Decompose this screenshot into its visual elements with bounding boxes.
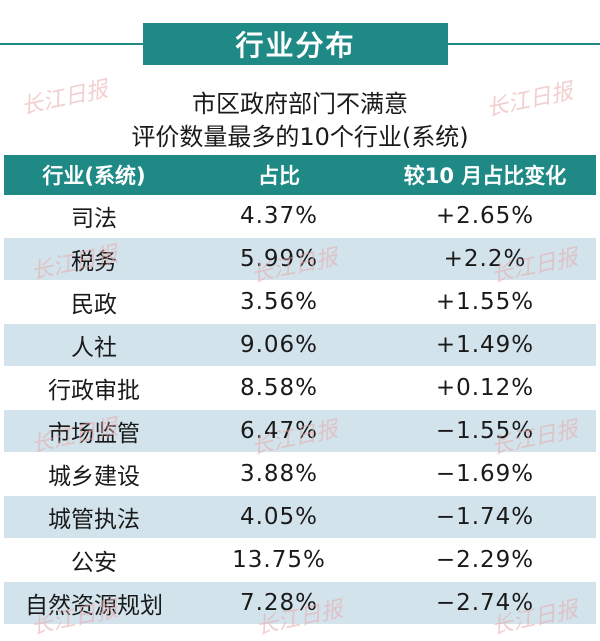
cell-industry: 自然资源规划 [25,593,163,619]
table-row: 民政 3.56% +1.55% [4,281,596,324]
cell-share: 7.28% [239,590,319,616]
cell-change: −1.74% [435,504,535,530]
cell-share: 6.47% [239,418,319,444]
table-row: 自然资源规划 7.28% −2.74% [4,582,596,625]
cell-change: −1.55% [435,418,535,444]
subtitle-line-2: 评价数量最多的10个行业(系统) [131,123,469,151]
cell-share: 8.58% [239,375,319,401]
cell-change: +2.2% [443,246,527,272]
cell-industry: 民政 [71,292,117,318]
table-row: 市场监管 6.47% −1.55% [4,410,596,453]
table-row: 税务 5.99% +2.2% [4,238,596,281]
header-change: 较10 月占比变化 [403,164,567,188]
table-row: 城乡建设 3.88% −1.69% [4,453,596,496]
cell-share: 4.37% [239,203,319,229]
subtitle-line-1: 市区政府部门不满意 [192,90,408,118]
cell-change: −2.74% [435,590,535,616]
cell-industry: 行政审批 [48,378,140,404]
cell-industry: 人社 [71,335,117,361]
cell-share: 13.75% [232,547,326,573]
header-share: 占比 [258,164,300,188]
table-row: 行政审批 8.58% +0.12% [4,367,596,410]
table-header: 行业(系统) 占比 较10 月占比变化 [4,155,596,195]
cell-share: 3.56% [239,289,319,315]
cell-industry: 市场监管 [48,421,140,447]
table-row: 城管执法 4.05% −1.74% [4,496,596,539]
cell-industry: 城乡建设 [48,464,140,490]
cell-change: −2.29% [435,547,535,573]
cell-industry: 公安 [71,550,117,576]
table-row: 司法 4.37% +2.65% [4,195,596,238]
industry-table: 行业(系统) 占比 较10 月占比变化 司法 4.37% +2.65% 税务 5… [4,155,596,625]
cell-industry: 税务 [71,249,117,275]
cell-change: +1.55% [435,289,535,315]
cell-share: 3.88% [239,461,319,487]
table-row: 人社 9.06% +1.49% [4,324,596,367]
cell-industry: 司法 [71,206,117,232]
cell-share: 4.05% [239,504,319,530]
section-banner: 行业分布 [143,23,448,65]
cell-change: −1.69% [435,461,535,487]
table-row: 公安 13.75% −2.29% [4,539,596,582]
cell-change: +1.49% [435,332,535,358]
cell-change: +2.65% [435,203,535,229]
header-industry: 行业(系统) [42,164,146,188]
cell-industry: 城管执法 [48,507,140,533]
cell-change: +0.12% [435,375,535,401]
cell-share: 9.06% [239,332,319,358]
cell-share: 5.99% [239,246,319,272]
